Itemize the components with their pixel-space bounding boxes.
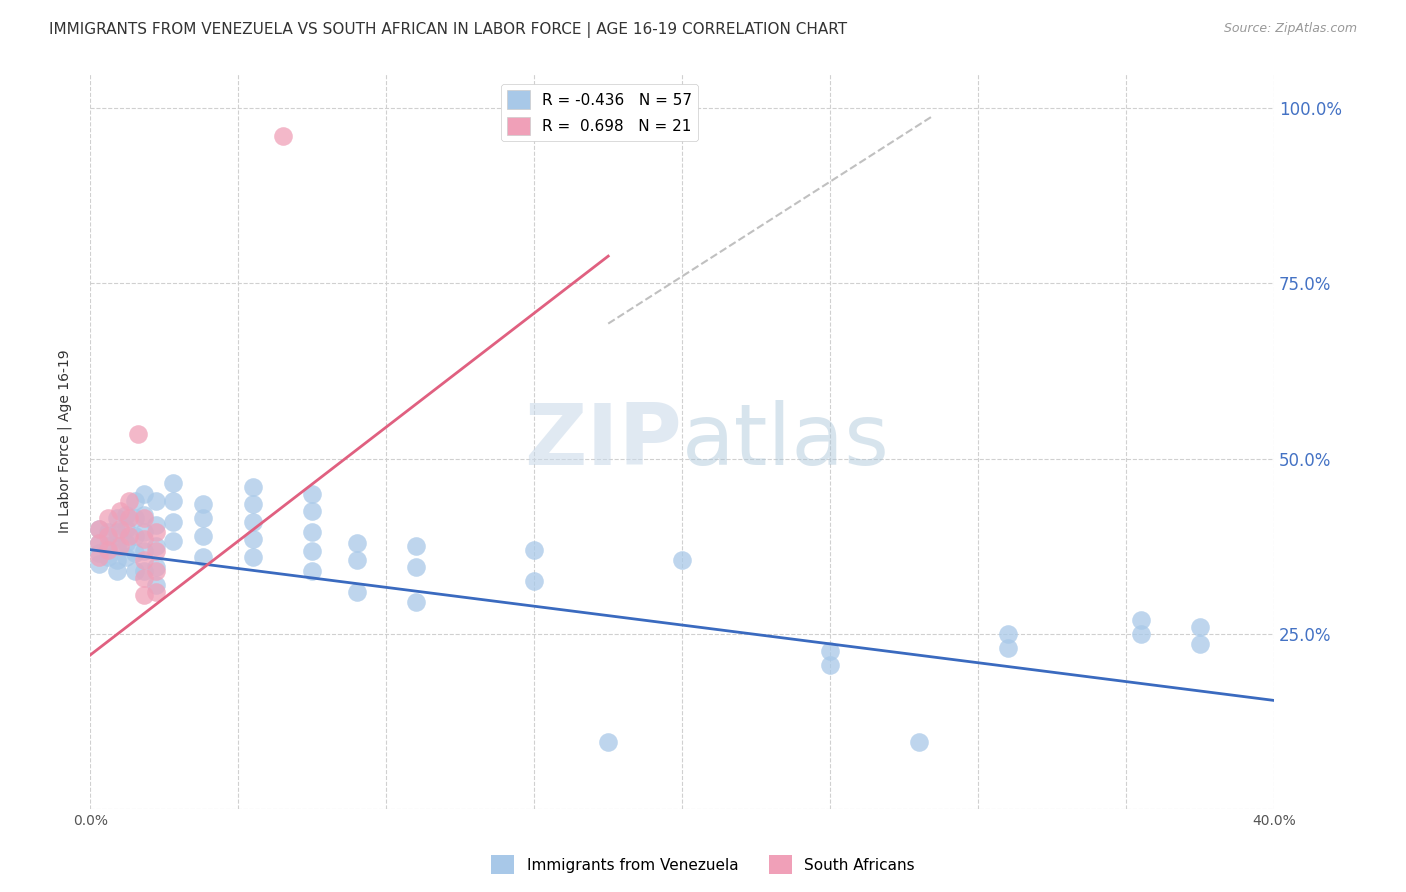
Point (89, 546, 111, 560)
Point (89, 535, 111, 549)
Point (242, 532, 264, 546)
Point (145, 544, 167, 558)
Point (301, 564, 323, 578)
Text: atlas: atlas (682, 400, 890, 483)
Point (115, 508, 138, 522)
Point (346, 535, 368, 549)
Point (124, 511, 146, 525)
Point (818, 658, 841, 673)
Point (191, 549, 214, 564)
Point (162, 515, 184, 529)
Point (162, 534, 184, 549)
Point (1129, 627, 1152, 641)
Point (89, 549, 111, 564)
Point (301, 544, 323, 558)
Point (271, 129, 294, 144)
Point (301, 525, 323, 540)
Point (97, 529, 120, 543)
Point (997, 640, 1019, 655)
Point (1129, 613, 1152, 627)
Point (132, 525, 155, 540)
Point (242, 515, 264, 529)
Point (105, 525, 128, 540)
Point (1188, 637, 1211, 651)
Point (124, 493, 146, 508)
Point (105, 539, 128, 553)
Point (162, 493, 184, 508)
Point (132, 486, 155, 500)
Point (405, 595, 427, 609)
Point (145, 564, 167, 578)
Point (346, 584, 368, 599)
Point (145, 518, 167, 533)
Point (132, 511, 155, 525)
Point (132, 508, 155, 522)
Point (145, 560, 167, 574)
Point (523, 542, 546, 557)
Point (818, 644, 841, 658)
Legend: R = -0.436   N = 57, R =  0.698   N = 21: R = -0.436 N = 57, R = 0.698 N = 21 (501, 85, 699, 142)
Point (301, 504, 323, 518)
Point (132, 588, 155, 602)
Point (108, 522, 131, 536)
Point (89, 557, 111, 571)
Point (132, 571, 155, 585)
Point (105, 511, 128, 525)
Point (97, 525, 120, 540)
Point (145, 584, 167, 599)
Point (115, 549, 138, 564)
Point (97, 549, 120, 564)
Point (118, 529, 141, 543)
Point (242, 480, 264, 494)
Point (301, 486, 323, 500)
Point (132, 532, 155, 546)
Point (145, 539, 167, 553)
Point (97, 511, 120, 525)
Point (405, 560, 427, 574)
Point (89, 535, 111, 549)
Point (97, 542, 120, 557)
Point (346, 553, 368, 567)
Point (115, 535, 138, 549)
Point (124, 546, 146, 560)
Point (89, 522, 111, 536)
Y-axis label: In Labor Force | Age 16-19: In Labor Force | Age 16-19 (58, 349, 72, 533)
Point (124, 529, 146, 543)
Point (405, 539, 427, 553)
Point (124, 564, 146, 578)
Point (671, 553, 693, 567)
Point (132, 544, 155, 558)
Point (108, 539, 131, 553)
Point (997, 627, 1019, 641)
Point (118, 493, 141, 508)
Point (97, 539, 120, 553)
Point (145, 578, 167, 592)
Point (105, 564, 128, 578)
Point (242, 497, 264, 511)
Point (191, 497, 214, 511)
Point (191, 529, 214, 543)
Point (115, 522, 138, 536)
Point (162, 476, 184, 491)
Legend: Immigrants from Venezuela, South Africans: Immigrants from Venezuela, South African… (485, 849, 921, 880)
Text: Source: ZipAtlas.com: Source: ZipAtlas.com (1223, 22, 1357, 36)
Point (1188, 620, 1211, 634)
Point (191, 511, 214, 525)
Point (89, 522, 111, 536)
Text: IMMIGRANTS FROM VENEZUELA VS SOUTH AFRICAN IN LABOR FORCE | AGE 16-19 CORRELATIO: IMMIGRANTS FROM VENEZUELA VS SOUTH AFRIC… (49, 22, 848, 38)
Point (145, 493, 167, 508)
Text: ZIP: ZIP (524, 400, 682, 483)
Point (242, 549, 264, 564)
Point (118, 511, 141, 525)
Point (105, 553, 128, 567)
Point (132, 553, 155, 567)
Point (127, 427, 149, 442)
Point (908, 735, 931, 749)
Point (523, 574, 546, 589)
Point (145, 525, 167, 540)
Point (108, 504, 131, 518)
Point (132, 564, 155, 578)
Point (598, 735, 620, 749)
